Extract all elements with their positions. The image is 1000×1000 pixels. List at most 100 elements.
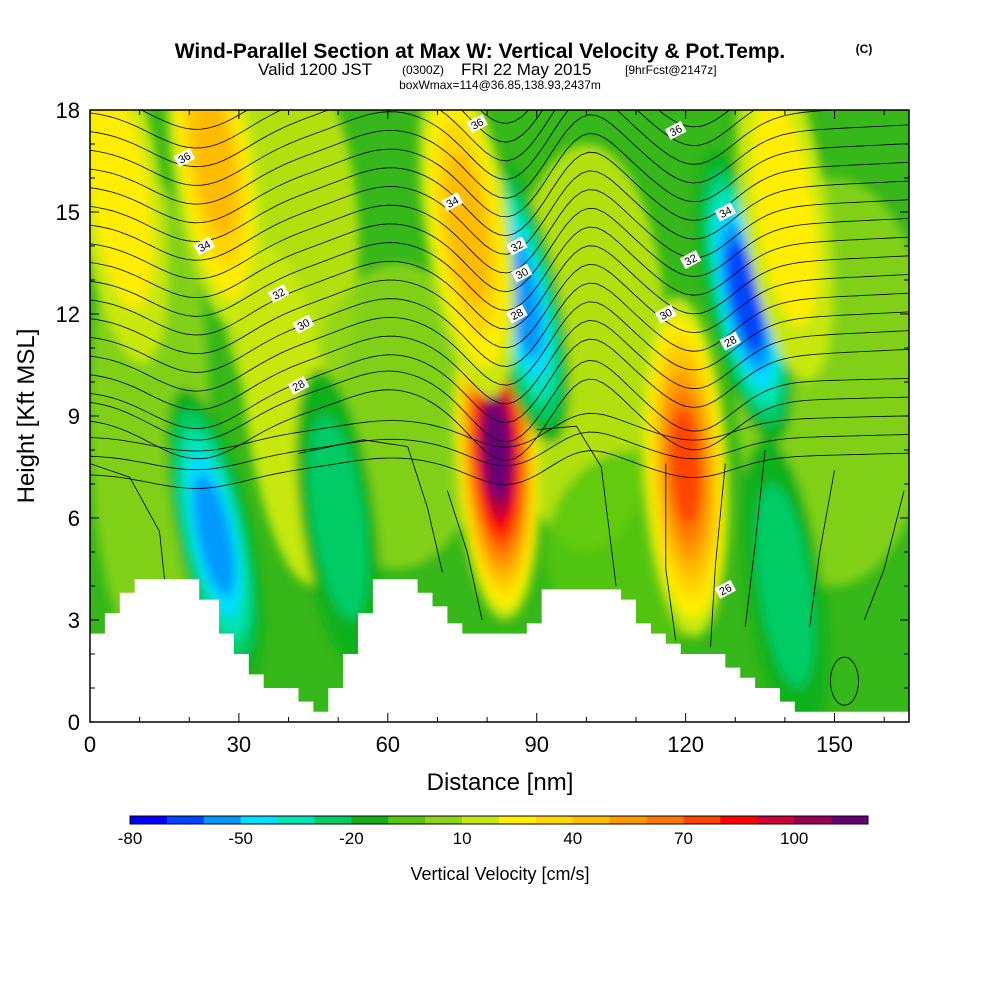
colorbar-swatch — [351, 816, 389, 824]
theta-line — [90, 450, 909, 489]
theta-line-low — [90, 463, 165, 580]
theta-label-text: 36 — [668, 123, 684, 139]
theta-line — [90, 378, 909, 461]
theta-label: 30 — [511, 263, 533, 283]
date-text: FRI 22 May 2015 — [461, 60, 591, 79]
colorbar-tick-label: -50 — [228, 829, 253, 848]
theta-line-low — [710, 463, 726, 648]
colorbar-swatch — [757, 816, 795, 824]
velocity-contour-fill — [308, 416, 368, 620]
theta-line — [90, 189, 909, 280]
velocity-contour-fill — [191, 110, 237, 238]
colorbar-swatch — [462, 816, 500, 824]
theta-label: 32 — [267, 284, 290, 304]
theta-label: 28 — [719, 331, 742, 351]
theta-label-text: 30 — [658, 307, 674, 323]
y-tick-label: 15 — [56, 200, 80, 225]
velocity-contour-fill — [445, 152, 490, 306]
velocity-contour-fill — [484, 403, 510, 497]
colorbar-swatch — [203, 816, 241, 824]
colorbar-swatch — [499, 816, 537, 824]
colorbar-swatch — [609, 816, 647, 824]
colorbar-tick-label: 70 — [674, 829, 693, 848]
theta-label: 36 — [173, 148, 196, 168]
valid-time-text: Valid 1200 JST — [258, 60, 372, 79]
theta-label-text: 30 — [514, 266, 530, 282]
theta-line — [90, 151, 909, 242]
theta-label: 34 — [441, 192, 464, 212]
theta-line — [90, 245, 909, 336]
theta-line — [90, 338, 909, 429]
velocity-feature-8 — [697, 150, 794, 444]
colorbar-swatch — [277, 816, 315, 824]
theta-line-low — [665, 463, 677, 641]
theta-label-text: 34 — [445, 195, 461, 211]
theta-line — [140, 110, 530, 130]
theta-label: 30 — [655, 304, 677, 324]
theta-label: 34 — [714, 202, 737, 222]
y-tick-label: 12 — [56, 302, 80, 327]
theta-closed-contour — [830, 656, 859, 706]
box-wmax-text: boxWmax=114@36.85,138.93,2437m — [399, 78, 601, 92]
theta-line — [90, 110, 731, 149]
chart-subtitle: Valid 1200 JST (0300Z) FRI 22 May 2015 [… — [258, 60, 717, 79]
colorbar-swatch — [240, 816, 278, 824]
x-tick-label: 0 — [84, 732, 96, 757]
x-tick-label: 60 — [376, 732, 400, 757]
y-axis-label: Height [Kft MSL] — [13, 329, 40, 504]
x-tick-label: 120 — [667, 732, 704, 757]
copyright-mark: (C) — [856, 42, 873, 56]
theta-label: 30 — [292, 314, 315, 334]
theta-label-text: 32 — [509, 239, 525, 255]
theta-label: 32 — [679, 250, 702, 270]
colorbar-frame — [129, 815, 869, 825]
colorbar-tick-label: -20 — [339, 829, 364, 848]
velocity-contour-fill — [755, 484, 815, 688]
y-tick-label: 3 — [68, 608, 80, 633]
theta-label: 28 — [506, 304, 528, 324]
theta-line — [90, 359, 909, 443]
y-tick-label: 9 — [68, 404, 80, 429]
x-tick-label: 30 — [227, 732, 251, 757]
colorbar-swatch — [720, 816, 758, 824]
theta-line-low — [863, 490, 905, 621]
theta-label: 28 — [287, 375, 310, 395]
colorbar-title: Vertical Velocity [cm/s] — [410, 864, 589, 884]
theta-contour-labels: 36 34 32 30 28 36 34 32 30 28 36 34 32 30 28 26 — [173, 114, 742, 599]
colorbar-swatch — [166, 816, 205, 824]
theta-label-text: 32 — [683, 252, 699, 268]
y-tick-label: 18 — [56, 98, 80, 123]
theta-line — [90, 110, 841, 186]
colorbar-swatch — [831, 816, 869, 824]
colorbar-swatch — [130, 816, 168, 824]
velocity-feature-9 — [736, 110, 834, 381]
theta-label-text: 28 — [291, 378, 307, 394]
theta-label: 36 — [466, 114, 488, 134]
theta-label-text: 34 — [718, 205, 734, 221]
velocity-contour-fill — [193, 474, 235, 596]
terrain — [90, 579, 909, 722]
theta-label: 32 — [506, 236, 528, 256]
velocity-feature-10 — [295, 369, 381, 667]
chart-title: Wind-Parallel Section at Max W: Vertical… — [175, 40, 786, 63]
velocity-contour-fill — [726, 241, 764, 353]
x-tick-label: 90 — [524, 732, 548, 757]
plot-area: 36 34 32 30 28 36 34 32 30 28 36 34 32 30 28 26 — [89, 109, 910, 723]
theta-line-low — [536, 425, 617, 587]
theta-line-low — [744, 449, 766, 627]
colorbar-swatch — [683, 816, 721, 824]
theta-line — [90, 282, 909, 373]
utc-time-text: (0300Z) — [402, 63, 444, 77]
theta-label-text: 36 — [177, 150, 193, 166]
velocity-contour-fill — [751, 110, 818, 327]
velocity-feature-11 — [742, 437, 828, 722]
x-axis: 0 30 60 90 120 150 — [84, 110, 885, 757]
theta-label: 36 — [664, 120, 687, 140]
colorbar: -80 -50 -20 10 40 70 100 — [118, 815, 869, 848]
theta-line — [90, 133, 909, 224]
theta-label-text: 26 — [718, 582, 734, 598]
colorbar-tick-label: 10 — [453, 829, 472, 848]
theta-label-text: 32 — [271, 286, 287, 302]
